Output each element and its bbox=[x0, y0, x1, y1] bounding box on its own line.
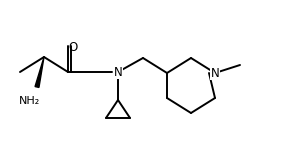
Polygon shape bbox=[35, 57, 44, 87]
Text: N: N bbox=[211, 66, 219, 79]
Text: N: N bbox=[114, 66, 122, 78]
Text: O: O bbox=[68, 41, 78, 53]
Text: NH₂: NH₂ bbox=[19, 96, 41, 106]
